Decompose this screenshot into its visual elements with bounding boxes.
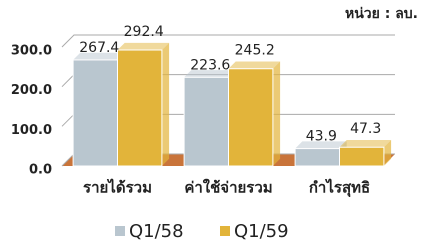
bar	[295, 149, 339, 166]
legend-swatch	[220, 226, 230, 236]
legend-label: Q1/58	[129, 221, 184, 242]
bar-top	[118, 43, 170, 50]
data-label: 47.3	[350, 121, 381, 137]
bar	[73, 60, 117, 166]
chart: หน่วย : ลบ. 0.0 100.0 200.0 300.0 รายได้รวม 2…	[0, 0, 423, 244]
bar-side	[162, 43, 169, 166]
data-label: 292.4	[124, 24, 164, 40]
bar-top	[340, 140, 392, 147]
legend-swatch	[115, 226, 125, 236]
data-label: 245.2	[235, 43, 275, 59]
data-label: 223.6	[190, 57, 230, 73]
bar-top	[229, 62, 281, 69]
x-tick-label: กำไรสุทธิ	[309, 178, 370, 198]
bar-side	[273, 62, 280, 166]
bar	[340, 147, 384, 166]
unit-label: หน่วย : ลบ.	[345, 6, 418, 22]
y-tick-label: 300.0	[11, 44, 52, 59]
bar	[184, 77, 228, 166]
x-tick-label: ค่าใช้จ่ายรวม	[184, 179, 272, 197]
x-tick-label: รายได้รวม	[83, 178, 152, 197]
y-tick-label: 100.0	[11, 123, 52, 138]
bar	[118, 50, 162, 166]
data-label: 43.9	[306, 129, 337, 145]
y-tick-label: 200.0	[11, 83, 52, 98]
y-tick-label: 0.0	[29, 163, 52, 178]
legend-label: Q1/59	[234, 221, 289, 242]
data-label: 267.4	[79, 40, 119, 56]
bar	[229, 69, 273, 166]
